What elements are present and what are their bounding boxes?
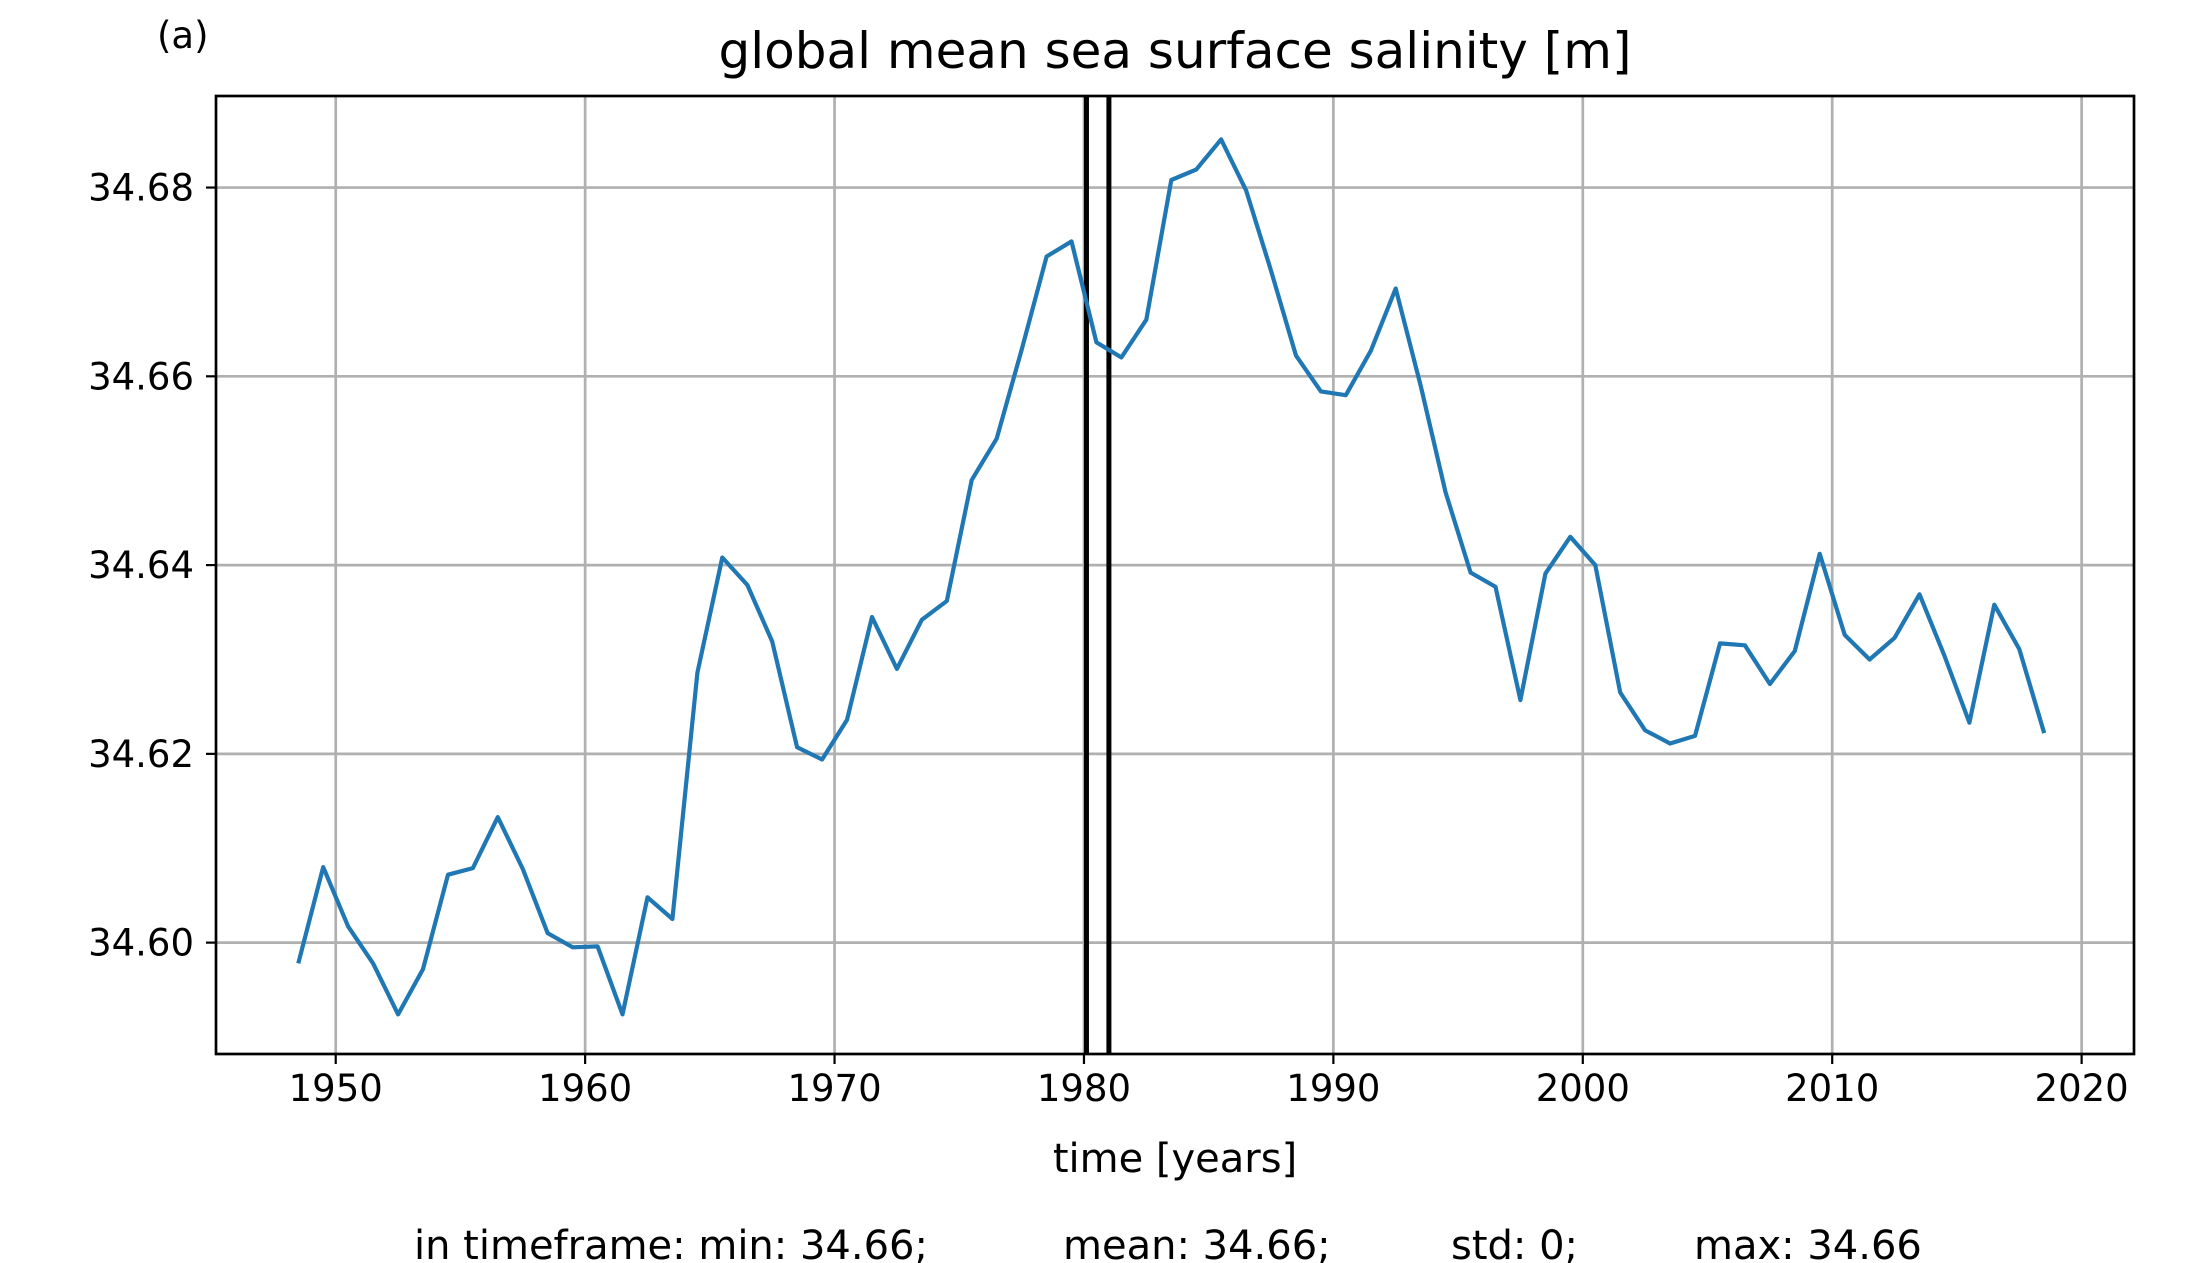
x-tick-label: 1960 <box>538 1067 632 1110</box>
stats-line: in timeframe: min: 34.66; mean: 34.66; s… <box>414 1223 1922 1263</box>
x-tick-label: 2020 <box>2035 1067 2129 1110</box>
chart-title: global mean sea surface salinity [m] <box>719 22 1632 80</box>
x-axis-label: time [years] <box>1053 1136 1297 1182</box>
y-tick-label: 34.64 <box>88 544 194 587</box>
series-layer <box>296 137 2047 1017</box>
x-tick-label: 2010 <box>1785 1067 1879 1110</box>
y-tick-label: 34.60 <box>88 922 194 965</box>
x-tick-label: 1970 <box>787 1067 881 1110</box>
stats-mean: mean: 34.66; <box>1063 1223 1331 1263</box>
grid-lines <box>216 96 2134 1054</box>
x-tick-label: 1990 <box>1286 1067 1380 1110</box>
stats-std: std: 0; <box>1451 1223 1578 1263</box>
reference-lines <box>1083 96 1112 1054</box>
salinity-series-line <box>296 137 2047 1017</box>
stats-max: max: 34.66 <box>1694 1223 1922 1263</box>
y-tick-label: 34.68 <box>88 167 194 210</box>
panel-label: (a) <box>157 14 209 57</box>
x-tick-label: 1980 <box>1037 1067 1131 1110</box>
x-tick-label: 2000 <box>1536 1067 1630 1110</box>
y-tick-label: 34.66 <box>88 355 194 398</box>
x-tick-label: 1950 <box>289 1067 383 1110</box>
plot-frame <box>214 94 2136 1056</box>
axis-ticks: 1950 1960 1970 1980 1990 2000 2010 2020 34.60 34.… <box>88 167 2129 1110</box>
stats-min: in timeframe: min: 34.66; <box>414 1223 928 1263</box>
y-tick-label: 34.62 <box>88 733 194 776</box>
